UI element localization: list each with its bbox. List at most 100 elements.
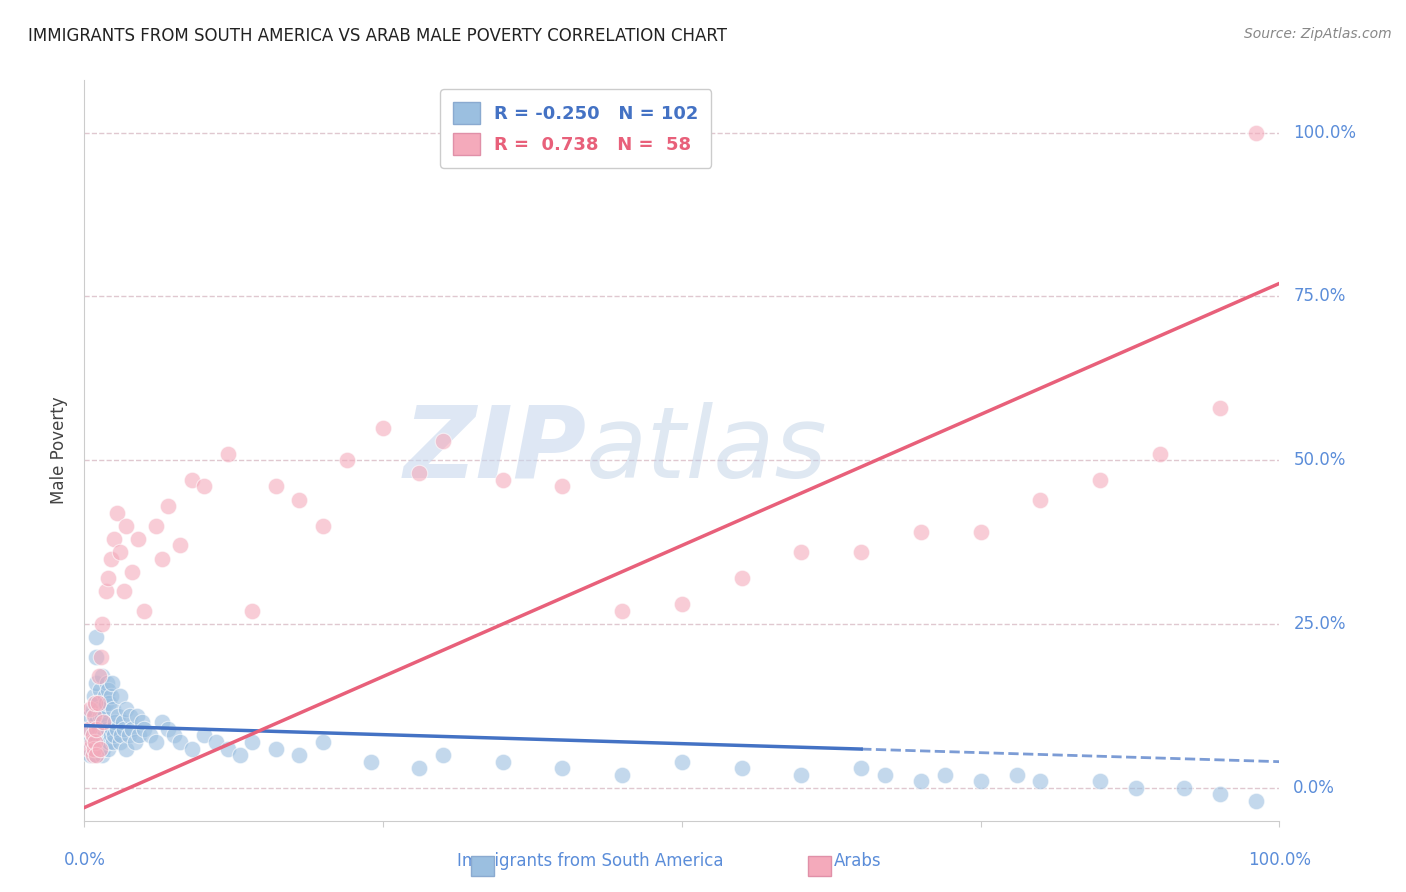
Point (86, 696, 108, 710)
Point (217, 741, 239, 756)
Point (97, 715, 120, 730)
Point (790, 768, 813, 782)
Point (103, 729, 125, 743)
Text: Immigrants from South America: Immigrants from South America (457, 852, 724, 870)
Point (115, 741, 138, 756)
Point (157, 499, 180, 513)
Point (671, 755, 693, 769)
Point (492, 473, 515, 487)
Point (105, 722, 128, 736)
Text: 50.0%: 50.0% (1294, 451, 1346, 469)
Point (408, 467, 430, 481)
Point (408, 761, 430, 775)
Point (240, 604, 263, 618)
Text: Source: ZipAtlas.com: Source: ZipAtlas.com (1244, 27, 1392, 41)
Point (193, 729, 215, 743)
Point (934, 768, 956, 782)
Point (90, 649, 112, 664)
Point (110, 545, 132, 559)
Point (1125, 780, 1147, 795)
Point (432, 748, 454, 763)
Point (79, 735, 101, 749)
Point (851, 545, 873, 559)
Point (181, 473, 204, 487)
Point (150, 551, 173, 566)
Point (551, 761, 574, 775)
Point (91, 748, 114, 763)
Point (115, 702, 138, 716)
Point (79, 722, 101, 736)
Point (87, 702, 110, 716)
Point (851, 761, 873, 775)
Point (93, 702, 115, 716)
Point (84, 735, 107, 749)
Point (264, 741, 287, 756)
Point (145, 735, 167, 749)
Point (93, 741, 115, 756)
Point (790, 545, 813, 559)
Point (163, 729, 186, 743)
Point (731, 571, 754, 585)
Point (1090, 473, 1112, 487)
Point (1005, 768, 1028, 782)
Text: 0.0%: 0.0% (63, 851, 105, 869)
Point (150, 715, 173, 730)
Point (217, 447, 239, 461)
Point (86, 722, 108, 736)
Point (91, 617, 114, 632)
Point (82, 729, 104, 743)
Point (1244, 794, 1267, 808)
Point (1029, 774, 1052, 789)
Point (93, 715, 115, 730)
Point (87, 741, 110, 756)
Point (100, 729, 122, 743)
Point (1149, 447, 1171, 461)
Text: atlas: atlas (586, 402, 828, 499)
Point (86, 630, 108, 644)
Text: 100.0%: 100.0% (1294, 124, 1357, 142)
Point (84, 696, 107, 710)
Point (121, 565, 143, 579)
Point (169, 735, 191, 749)
Point (181, 741, 204, 756)
Point (89, 741, 111, 756)
Point (132, 604, 156, 618)
Point (970, 774, 993, 789)
Point (82, 748, 104, 763)
Point (87, 722, 110, 736)
Point (229, 748, 252, 763)
Point (84, 708, 107, 723)
Point (89, 708, 111, 723)
Point (97, 682, 120, 697)
Point (127, 532, 149, 546)
Point (93, 689, 115, 703)
Point (104, 715, 127, 730)
Point (132, 722, 156, 736)
Point (288, 748, 311, 763)
Point (84, 735, 107, 749)
Point (93, 729, 115, 743)
Point (86, 676, 108, 690)
Point (107, 708, 129, 723)
Point (875, 768, 897, 782)
Point (101, 676, 124, 690)
Point (312, 518, 335, 533)
Point (551, 479, 574, 493)
Point (94, 696, 117, 710)
Point (312, 735, 335, 749)
Point (112, 584, 135, 599)
Point (128, 729, 150, 743)
Point (91, 708, 114, 723)
Point (373, 420, 395, 434)
Point (98, 696, 121, 710)
Point (117, 729, 139, 743)
Point (110, 689, 132, 703)
Point (97, 571, 120, 585)
Point (86, 649, 108, 664)
Point (101, 702, 124, 716)
Point (121, 722, 143, 736)
Point (139, 729, 162, 743)
Text: 100.0%: 100.0% (1249, 851, 1310, 869)
Point (360, 755, 382, 769)
Point (83, 689, 105, 703)
